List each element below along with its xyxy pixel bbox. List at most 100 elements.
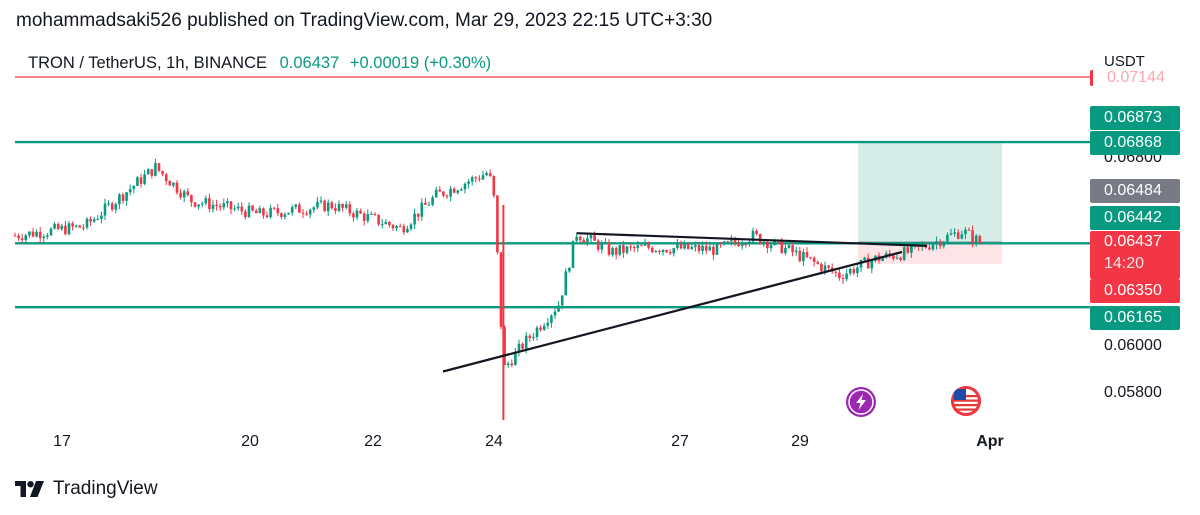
- candle: [28, 231, 31, 238]
- price-tag[interactable]: 0.06442: [1090, 206, 1180, 230]
- candle-body: [931, 244, 935, 250]
- candle-body: [542, 325, 546, 330]
- candle-body: [344, 204, 348, 208]
- price-tag[interactable]: 0.06484: [1090, 179, 1180, 203]
- candle-body: [56, 223, 60, 230]
- candle: [683, 240, 686, 250]
- candle: [830, 263, 834, 274]
- candle: [834, 270, 838, 278]
- candle-body: [845, 273, 848, 280]
- candle: [370, 211, 373, 215]
- candle-body: [456, 190, 460, 193]
- candle: [406, 225, 409, 233]
- candle-body: [672, 248, 676, 254]
- candle-body: [654, 250, 658, 253]
- candle-body: [787, 245, 791, 248]
- candle: [499, 252, 503, 330]
- candle: [182, 189, 186, 203]
- candle: [600, 240, 604, 254]
- candle-body: [139, 177, 143, 184]
- candle-body: [17, 235, 20, 239]
- candle-body: [89, 218, 92, 222]
- candle-body: [892, 255, 895, 259]
- time-tick-label: 24: [485, 433, 503, 450]
- candle: [290, 204, 294, 216]
- candle: [838, 269, 841, 281]
- candle-body: [967, 229, 971, 231]
- candle: [96, 215, 100, 220]
- candle: [323, 199, 326, 212]
- candle-body: [780, 239, 784, 254]
- candle: [798, 246, 802, 263]
- tradingview-logo-icon[interactable]: [15, 481, 45, 497]
- candle-body: [82, 227, 85, 229]
- candle-body: [254, 210, 258, 214]
- candle: [647, 241, 650, 250]
- candle-body: [233, 208, 236, 210]
- candle-body: [164, 174, 168, 182]
- candle-body: [571, 240, 575, 268]
- candle-body: [960, 234, 964, 239]
- candle-body: [481, 175, 485, 180]
- candle: [13, 232, 17, 237]
- candle-body: [812, 257, 816, 262]
- candle-body: [722, 241, 726, 245]
- candle-body: [373, 213, 377, 215]
- price-tag[interactable]: 0.06437 14:20: [1090, 231, 1180, 279]
- candle-body: [175, 182, 179, 193]
- time-tick-label: 27: [671, 433, 689, 450]
- price-tag[interactable]: 0.06165: [1090, 306, 1180, 330]
- candle: [251, 204, 254, 212]
- candle-body: [380, 224, 384, 226]
- candle: [942, 240, 946, 249]
- price-tag-value: 0.06350: [1104, 282, 1162, 299]
- candle: [690, 243, 694, 250]
- candle-body: [510, 363, 514, 366]
- candle: [377, 214, 380, 227]
- candle: [452, 186, 456, 194]
- price-tag-value: 0.06165: [1104, 309, 1162, 326]
- candle: [978, 234, 982, 245]
- price-tag[interactable]: 0.06350: [1090, 279, 1180, 303]
- candle-body: [319, 200, 323, 202]
- candle: [305, 210, 308, 216]
- candle: [974, 233, 978, 247]
- candle-body: [971, 230, 974, 243]
- candle: [665, 249, 668, 253]
- candle: [20, 233, 24, 244]
- candle: [586, 234, 589, 246]
- candle: [528, 333, 532, 343]
- candle: [794, 246, 798, 256]
- candle-body: [568, 267, 571, 272]
- time-tick-label: 22: [364, 433, 382, 450]
- candle-body: [236, 206, 240, 209]
- candle: [150, 169, 154, 179]
- candle-body: [74, 225, 78, 227]
- candle: [380, 219, 384, 229]
- candle: [294, 203, 298, 210]
- candle-series: [13, 158, 982, 368]
- candle-body: [330, 202, 334, 209]
- symbol-title[interactable]: TRON / TetherUS, 1h, BINANCE: [28, 54, 268, 72]
- candle-body: [272, 207, 276, 209]
- candle-body: [658, 250, 661, 253]
- candle: [521, 342, 524, 351]
- candle: [190, 194, 193, 207]
- price-tag[interactable]: 0.07144: [1090, 70, 1180, 86]
- price-tag[interactable]: 0.06873: [1090, 106, 1180, 130]
- price-tag[interactable]: 0.06868: [1090, 131, 1180, 155]
- candle-body: [341, 203, 344, 208]
- candle: [301, 209, 305, 218]
- footer-brand[interactable]: TradingView: [53, 478, 158, 499]
- candle-body: [964, 229, 967, 235]
- candle-body: [13, 235, 17, 237]
- lightning-event-icon[interactable]: [846, 387, 876, 417]
- candle-body: [424, 202, 427, 205]
- candle: [49, 227, 53, 237]
- candle: [193, 201, 197, 208]
- us-flag-event-icon[interactable]: [951, 386, 981, 416]
- candle: [960, 230, 964, 240]
- candle-body: [528, 335, 532, 338]
- candle-body: [820, 263, 823, 272]
